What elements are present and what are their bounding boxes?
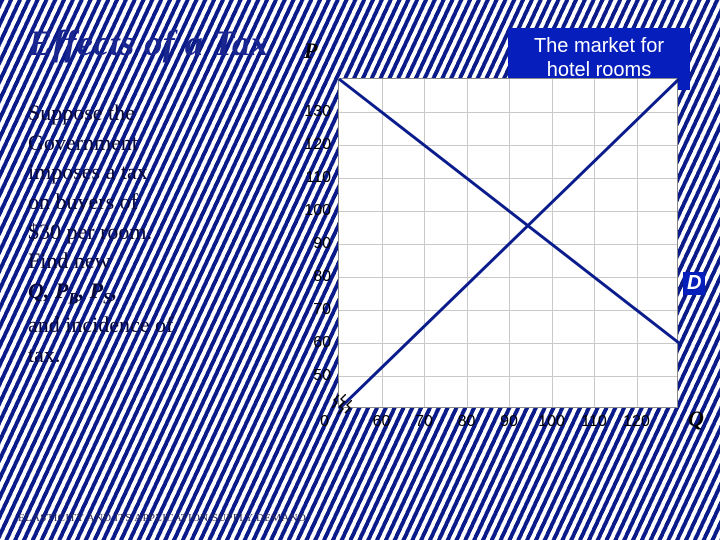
x-tick-label: 90 [500, 407, 518, 431]
chart-lines [339, 79, 677, 407]
x-tick-label: 110 [581, 407, 607, 431]
slide-title: Effects of a Tax [28, 22, 269, 64]
x-tick-label: 120 [623, 407, 650, 431]
x-tick-label: 70 [415, 407, 433, 431]
y-tick-label: 50 [313, 367, 339, 385]
line: on buyers of [28, 189, 138, 214]
line: imposes a tax [28, 159, 148, 184]
var-pb: P [55, 278, 68, 303]
plot-area: 0 D 506070809010011012013060708090100110… [338, 78, 678, 408]
y-tick-label: 120 [304, 136, 339, 154]
y-tick-label: 100 [304, 202, 339, 220]
x-axis-break-icon [338, 400, 352, 414]
line: and incidence of [28, 312, 173, 337]
x-tick-label: 80 [458, 407, 476, 431]
y-tick-label: 110 [305, 169, 339, 187]
x-tick-label: 100 [538, 407, 565, 431]
chart: P The market for hotel rooms 0 D 5060708… [270, 38, 700, 468]
y-axis-label: P [304, 38, 317, 64]
y-tick-label: 130 [304, 103, 339, 121]
origin-label: 0 [320, 407, 339, 431]
y-tick-label: 80 [313, 268, 339, 286]
y-tick-label: 90 [313, 235, 339, 253]
supply-line [339, 79, 679, 409]
y-tick-label: 60 [313, 334, 339, 352]
demand-label: D [683, 272, 705, 295]
var-ps: P [90, 278, 103, 303]
prompt-text: Suppose the Government imposes a tax on … [28, 98, 258, 370]
line: Suppose the [28, 100, 135, 125]
demand-line [339, 79, 679, 343]
y-tick-label: 70 [313, 301, 339, 319]
line: Government [28, 130, 138, 155]
x-axis-label: Q [688, 406, 704, 432]
var-q: Q [28, 278, 44, 303]
line: $30 per room. [28, 219, 152, 244]
x-tick-label: 60 [373, 407, 391, 431]
line: tax. [28, 342, 60, 367]
line: Find new [28, 248, 111, 273]
slide-footer: ELASTICITY AND ITS APPLICATION/SUPPLY DE… [18, 512, 306, 524]
